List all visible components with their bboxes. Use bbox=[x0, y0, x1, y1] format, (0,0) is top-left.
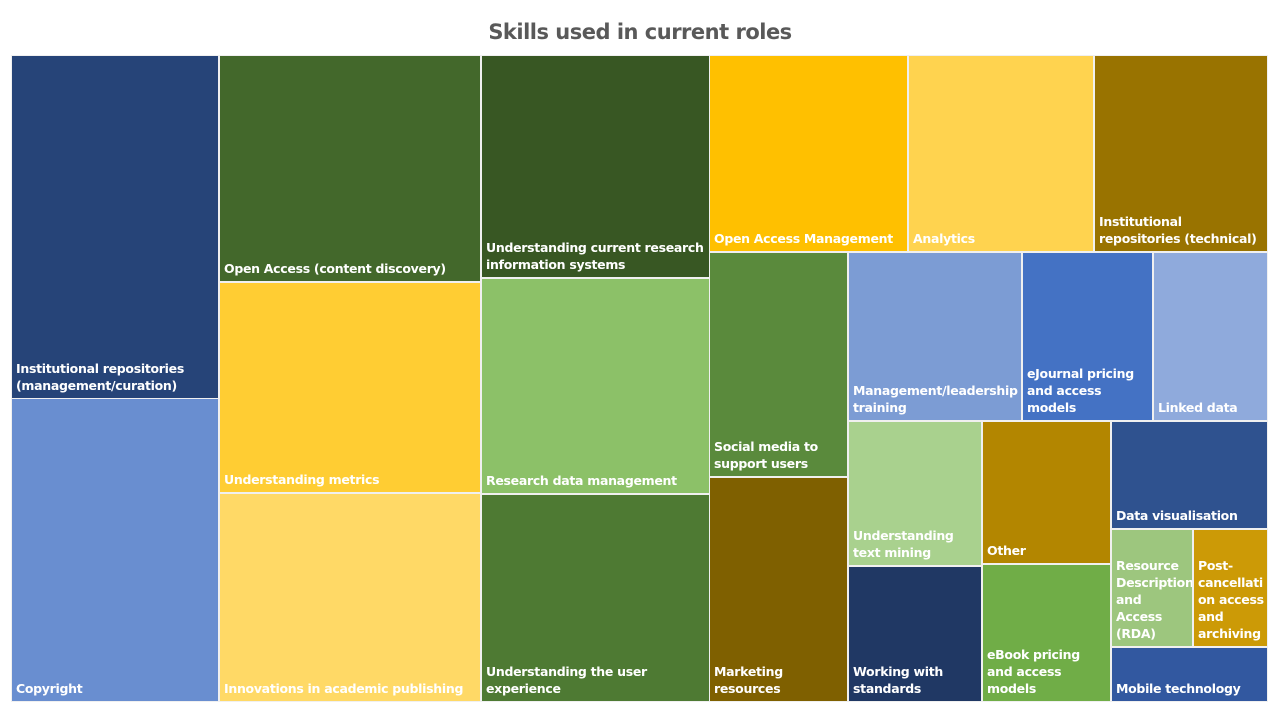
treemap-tile-innovations-in-academic-publishing: Innovations in academic publishing bbox=[219, 493, 481, 702]
tile-label: Understanding text mining bbox=[853, 528, 954, 560]
tile-label: Analytics bbox=[913, 231, 975, 246]
tile-label: Management/leadership training bbox=[853, 383, 1018, 415]
treemap-tile-research-data-management: Research data management bbox=[481, 278, 710, 494]
treemap-tile-understanding-text-mining: Understanding text mining bbox=[848, 421, 982, 566]
tile-label: Understanding metrics bbox=[224, 472, 380, 487]
tile-label: Copyright bbox=[16, 681, 83, 696]
tile-label: Marketing resources bbox=[714, 664, 783, 696]
tile-label: Understanding current research informati… bbox=[486, 240, 704, 272]
treemap-tile-institutional-repositories-technical: Institutional repositories (technical) bbox=[1094, 55, 1268, 252]
tile-label: Linked data bbox=[1158, 400, 1238, 415]
treemap-tile-understanding-metrics: Understanding metrics bbox=[219, 282, 481, 493]
tile-label: Resource Description and Access (RDA) bbox=[1116, 558, 1193, 641]
tile-label: Open Access Management bbox=[714, 231, 893, 246]
tile-label: eJournal pricing and access models bbox=[1027, 366, 1134, 415]
treemap-tile-linked-data: Linked data bbox=[1153, 252, 1268, 421]
tile-label: Institutional repositories (technical) bbox=[1099, 214, 1257, 246]
tile-label: Innovations in academic publishing bbox=[224, 681, 464, 696]
tile-label: eBook pricing and access models bbox=[987, 647, 1080, 696]
treemap-tile-resource-description-and-access-rda: Resource Description and Access (RDA) bbox=[1111, 529, 1193, 647]
treemap-tile-ebook-pricing-and-access-models: eBook pricing and access models bbox=[982, 564, 1111, 702]
treemap-tile-social-media-to-support-users: Social media to support users bbox=[709, 252, 848, 477]
treemap-tile-understanding-current-research-information-systems: Understanding current research informati… bbox=[481, 55, 710, 278]
treemap-tile-open-access-management: Open Access Management bbox=[709, 55, 908, 252]
treemap-tile-data-visualisation: Data visualisation bbox=[1111, 421, 1268, 529]
tile-label: Social media to support users bbox=[714, 439, 818, 471]
treemap-tile-understanding-the-user-experience: Understanding the user experience bbox=[481, 494, 710, 702]
tile-label: Data visualisation bbox=[1116, 508, 1238, 523]
tile-label: Other bbox=[987, 543, 1026, 558]
treemap-tile-copyright: Copyright bbox=[11, 398, 219, 702]
tile-label: Post- cancellati on access and archiving bbox=[1198, 558, 1264, 641]
treemap-tile-other: Other bbox=[982, 421, 1111, 564]
tile-label: Working with standards bbox=[853, 664, 943, 696]
treemap-tile-management-leadership-training: Management/leadership training bbox=[848, 252, 1022, 421]
treemap-tile-mobile-technology: Mobile technology bbox=[1111, 647, 1268, 702]
treemap-tile-marketing-resources: Marketing resources bbox=[709, 477, 848, 702]
tile-label: Research data management bbox=[486, 473, 677, 488]
treemap-tile-ejournal-pricing-and-access-models: eJournal pricing and access models bbox=[1022, 252, 1153, 421]
treemap-tile-analytics: Analytics bbox=[908, 55, 1094, 252]
treemap-tile-post-cancellation-access-and-archiving: Post- cancellati on access and archiving bbox=[1193, 529, 1268, 647]
chart-title: Skills used in current roles bbox=[488, 20, 792, 44]
treemap-tile-working-with-standards: Working with standards bbox=[848, 566, 982, 702]
treemap-tile-institutional-repositories-management-curation: Institutional repositories (management/c… bbox=[11, 55, 219, 399]
tile-label: Mobile technology bbox=[1116, 681, 1241, 696]
tile-label: Open Access (content discovery) bbox=[224, 261, 446, 276]
tile-label: Institutional repositories (management/c… bbox=[16, 361, 184, 393]
treemap-tile-open-access-content-discovery: Open Access (content discovery) bbox=[219, 55, 481, 282]
tile-label: Understanding the user experience bbox=[486, 664, 647, 696]
